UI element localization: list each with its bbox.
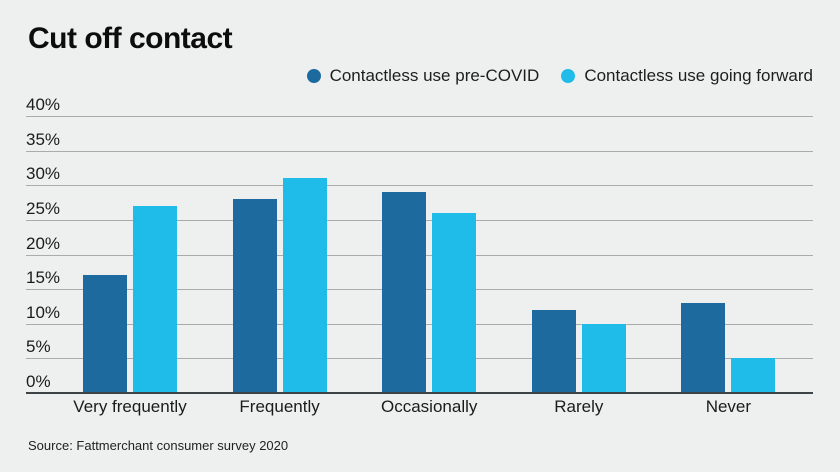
x-category-label: Frequently bbox=[239, 397, 320, 416]
legend-item-pre-covid: Contactless use pre-COVID bbox=[306, 66, 540, 86]
bar bbox=[382, 192, 427, 393]
chart-title: Cut off contact bbox=[28, 22, 233, 55]
bar bbox=[432, 212, 477, 393]
y-tick-label: 25% bbox=[26, 198, 61, 218]
x-category-label: Never bbox=[705, 397, 752, 416]
bar bbox=[581, 323, 626, 393]
bar bbox=[731, 358, 776, 393]
y-tick-label: 15% bbox=[26, 268, 61, 288]
source-note: Source: Fattmerchant consumer survey 202… bbox=[28, 438, 289, 453]
legend-label: Contactless use going forward bbox=[584, 66, 813, 85]
y-tick-label: 10% bbox=[26, 302, 61, 322]
gridline bbox=[26, 185, 813, 187]
y-tick-label: 35% bbox=[26, 129, 61, 149]
y-tick-label: 30% bbox=[26, 164, 61, 184]
bar bbox=[681, 302, 726, 393]
gridline bbox=[26, 150, 813, 152]
legend-label: Contactless use pre-COVID bbox=[329, 66, 540, 85]
y-tick-label: 0% bbox=[26, 372, 51, 391]
legend-dot-icon bbox=[561, 69, 576, 83]
bar bbox=[133, 206, 177, 393]
x-category-label: Rarely bbox=[554, 397, 604, 416]
bar bbox=[282, 178, 327, 393]
legend: Contactless use pre-COVID Contactless us… bbox=[306, 66, 813, 86]
x-axis-baseline bbox=[26, 392, 813, 394]
legend-item-going-forward: Contactless use going forward bbox=[561, 66, 813, 86]
bar bbox=[232, 199, 277, 393]
x-category-label: Very frequently bbox=[73, 397, 187, 416]
x-category-label: Occasionally bbox=[381, 397, 478, 416]
y-tick-label: 20% bbox=[26, 233, 61, 253]
y-tick-label: 5% bbox=[26, 337, 51, 357]
bar bbox=[83, 275, 127, 393]
y-tick-label: 40% bbox=[26, 95, 61, 114]
legend-dot-icon bbox=[306, 69, 321, 83]
gridline bbox=[26, 116, 813, 117]
bar bbox=[531, 309, 576, 393]
